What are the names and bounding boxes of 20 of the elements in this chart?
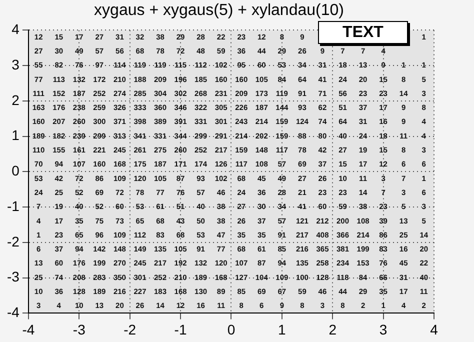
x-tick-label: 3 — [379, 321, 388, 338]
x-tick-label: -1 — [174, 321, 187, 338]
y-tick-label: -4 — [6, 304, 20, 320]
y-tick-label: -3 — [6, 268, 20, 285]
x-tick-label: -3 — [72, 321, 86, 338]
y-tick-label: -2 — [6, 233, 20, 250]
x-tick-label: 0 — [227, 321, 236, 338]
y-tick-label: 0 — [12, 162, 20, 179]
y-tick-label: 1 — [12, 127, 20, 144]
y-tick-label: -1 — [6, 198, 20, 214]
y-tick-label: 2 — [12, 92, 20, 108]
y-tick-label: 4 — [12, 21, 20, 38]
x-tick-label: -4 — [22, 321, 35, 338]
annotation: TEXT — [318, 21, 408, 44]
x-tick-label: 2 — [328, 321, 337, 338]
x-tick-label: 1 — [278, 321, 286, 338]
chart-title: xygaus + xygaus(5) + xylandau(10) — [94, 2, 344, 20]
x-tick-label: -2 — [124, 321, 136, 338]
y-tick-label: 3 — [12, 56, 20, 72]
x-tick-label: 4 — [430, 321, 438, 338]
